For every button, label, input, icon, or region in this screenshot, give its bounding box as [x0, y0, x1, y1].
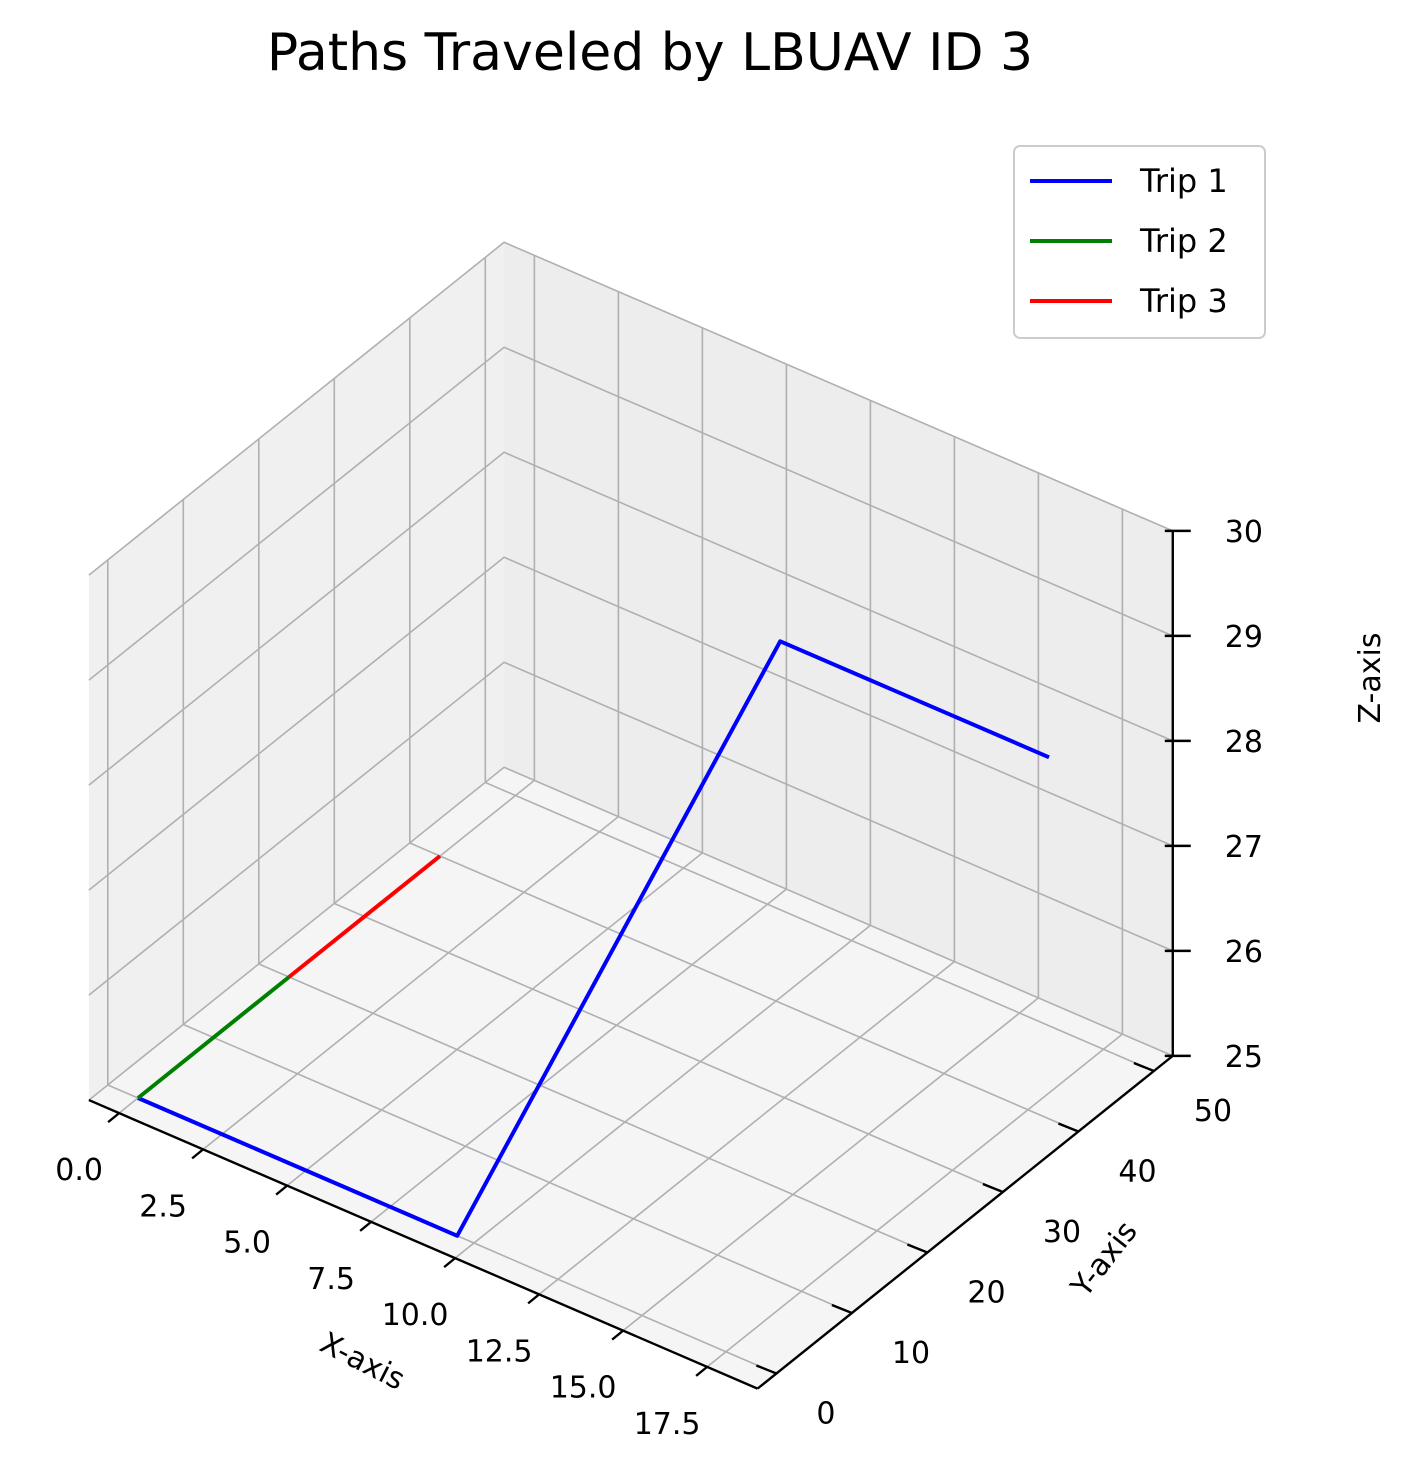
grid-line	[88, 451, 1174, 786]
y-tick-label: 40	[1118, 1155, 1156, 1190]
z-tick-label: 25	[1225, 1040, 1263, 1075]
series-line-trip-1	[137, 639, 1050, 1238]
y-tick-label: 10	[892, 1336, 930, 1371]
y-tick-label: 0	[816, 1397, 835, 1432]
x-tick-label: 15.0	[550, 1371, 617, 1406]
y-tick	[1057, 1122, 1079, 1133]
axes	[88, 530, 1174, 1390]
grid-line	[88, 661, 1174, 996]
z-tick-label: 26	[1225, 935, 1263, 970]
x-tick	[611, 1329, 624, 1341]
y-tick-label: 20	[967, 1276, 1005, 1311]
x-tick	[527, 1293, 540, 1305]
x-tick	[359, 1220, 372, 1232]
y-tick-label: 50	[1194, 1094, 1232, 1129]
grid-line	[88, 766, 1174, 1101]
x-axis-label: X-axis	[314, 1326, 410, 1398]
series-line-trip-2	[136, 975, 291, 1100]
y-tick	[831, 1303, 853, 1315]
back-pane	[504, 242, 1173, 1056]
y-ticks: 0 10 20 30 40 50	[755, 1061, 1232, 1432]
y-tick	[982, 1182, 1004, 1194]
x-tick-label: 17.5	[634, 1407, 701, 1442]
z-tick-label: 28	[1225, 725, 1263, 760]
x-ticks: 0.0 2.5 5.0 7.5 10.0 12.5 15.0 17.5	[55, 1112, 708, 1442]
x-tick	[443, 1257, 456, 1269]
x-tick-label: 5.0	[223, 1226, 271, 1261]
y-axis-line	[756, 1054, 1174, 1390]
axes-panes	[88, 242, 1173, 1389]
grid-lines	[88, 241, 1174, 1375]
legend-label: Trip 1	[1139, 162, 1228, 200]
legend: Trip 1 Trip 2 Trip 3	[1013, 145, 1266, 339]
y-tick	[1133, 1061, 1155, 1073]
x-tick-label: 10.0	[382, 1298, 449, 1333]
legend-label: Trip 2	[1139, 222, 1228, 260]
x-tick-label: 0.0	[55, 1153, 103, 1188]
z-axis-label: Z-axis	[1353, 633, 1388, 724]
legend-box	[1013, 145, 1266, 339]
x-tick	[275, 1184, 288, 1196]
x-axis-line	[88, 1098, 759, 1390]
grid-line	[88, 556, 1174, 891]
y-tick	[906, 1243, 928, 1254]
y-tick	[755, 1364, 777, 1375]
legend-label: Trip 3	[1139, 282, 1228, 320]
x-tick	[107, 1112, 120, 1124]
series-lines	[136, 639, 1050, 1238]
x-tick-label: 7.5	[307, 1262, 355, 1297]
z-tick-label: 27	[1225, 830, 1263, 865]
y-tick-label: 30	[1043, 1215, 1081, 1250]
x-tick-label: 2.5	[139, 1189, 187, 1224]
z-tick-label: 29	[1225, 620, 1263, 655]
series-line-trip-3	[287, 854, 442, 979]
side-pane	[88, 242, 505, 1101]
x-tick	[191, 1148, 204, 1160]
x-tick-label: 12.5	[466, 1334, 533, 1369]
x-tick	[695, 1365, 708, 1377]
z-ticks: 25 26 27 28 29 30	[1164, 515, 1263, 1075]
chart-title: Paths Traveled by LBUAV ID 3	[267, 23, 1033, 83]
grid-line	[88, 346, 1174, 681]
grid-line	[88, 241, 1174, 576]
z-tick-label: 30	[1225, 515, 1263, 550]
